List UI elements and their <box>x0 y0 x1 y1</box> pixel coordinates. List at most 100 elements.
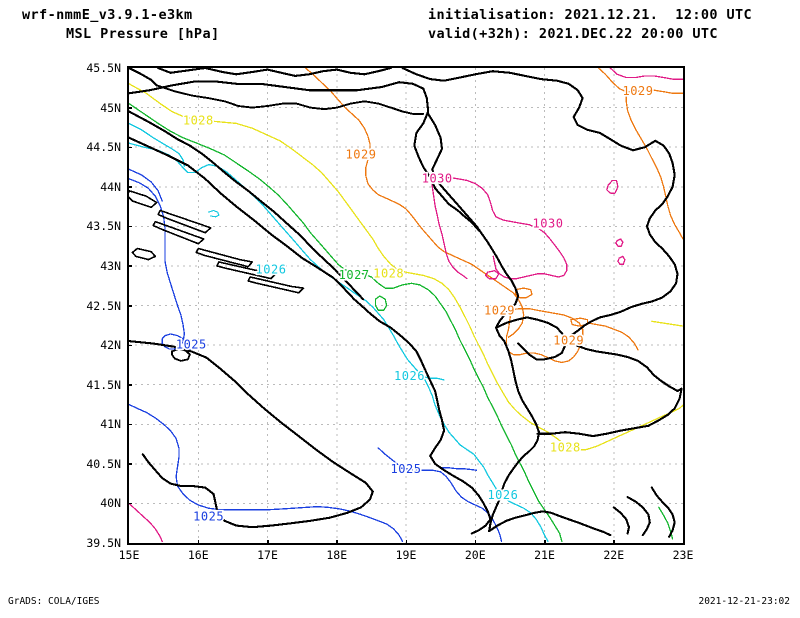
contour-label-halo: 1026 <box>487 488 518 502</box>
contour-1030-cell-d <box>484 270 500 280</box>
y-axis-label: 45N <box>100 100 121 115</box>
contour-label: 1025 <box>176 338 207 352</box>
contour-label: 1026 <box>394 369 425 383</box>
x-axis-tick <box>405 540 407 545</box>
y-axis-tick <box>127 225 132 228</box>
contour-1025-bottom <box>441 467 478 471</box>
coastline-istria <box>129 68 158 87</box>
y-axis-label: 39.5N <box>86 536 121 550</box>
x-axis-tick <box>474 540 477 545</box>
contour-1029-central <box>304 68 525 338</box>
x-axis-label: 19E <box>395 548 417 562</box>
border-bosnia-north <box>129 80 480 232</box>
contour-label-halo: 1028 <box>373 266 404 280</box>
contour-1029-east-lower <box>586 322 639 351</box>
chart-footer: GrADS: COLA/IGES 2021-12-21-23:02 <box>0 596 800 618</box>
contour-label: 1029 <box>484 304 515 318</box>
contour-label-halo: 1026 <box>394 369 425 383</box>
contour-1028-east <box>651 320 683 327</box>
x-axis-tick <box>267 540 269 545</box>
island-kornati <box>152 220 205 245</box>
y-axis-tick <box>127 107 132 109</box>
contour-1025-southeast <box>377 447 503 543</box>
x-axis-label: 17E <box>257 548 278 562</box>
y-axis-label: 41N <box>100 417 121 432</box>
contour-label-halo: 1030 <box>422 171 453 185</box>
x-axis-tick <box>197 540 200 545</box>
contour-label: 1026 <box>256 262 287 276</box>
contour-label-halo: 1028 <box>550 441 581 455</box>
x-axis-label: 23E <box>672 548 694 562</box>
contour-1029-east <box>625 91 683 240</box>
y-axis-label: 43N <box>100 258 121 273</box>
border-serbia-romania-bulgaria <box>401 68 679 343</box>
island-hvar <box>216 261 277 280</box>
contour-label: 1029 <box>553 334 584 348</box>
contour-label-halo: 1029 <box>484 304 515 318</box>
contour-labels-group: 1028102810291029102910291030103010301030… <box>174 83 654 525</box>
contour-1029-cell-a <box>514 287 533 299</box>
coastline-gargano <box>171 348 191 362</box>
island-dugi-otok <box>157 209 212 234</box>
contour-label-halo: 1030 <box>533 217 564 231</box>
model-title: wrf-nmmE_v3.9.1-e3km <box>22 7 193 23</box>
x-axis-tick <box>613 540 615 545</box>
border-kosovo <box>494 316 567 361</box>
x-axis-label: 16E <box>187 548 209 562</box>
y-axis-label: 45.5N <box>86 61 121 75</box>
y-axis-label: 41.5N <box>86 377 121 392</box>
grads-credit: GrADS: COLA/IGES <box>8 596 100 607</box>
contour-1026-north <box>129 122 186 167</box>
island-korcula <box>247 276 305 294</box>
y-axis-tick <box>127 502 132 505</box>
coastline-albania-west <box>368 312 492 535</box>
y-axis-tick <box>127 423 132 426</box>
contour-1030-northeast <box>609 68 683 80</box>
contour-1025-west <box>129 178 191 351</box>
chart-header: wrf-nmmE_v3.9.1-e3km MSL Pressure [hPa] … <box>0 0 800 56</box>
island-pag <box>129 189 158 209</box>
y-axis-label: 42N <box>100 338 121 353</box>
contour-1028-main <box>129 83 683 451</box>
render-timestamp: 2021-12-21-23:02 <box>698 596 790 607</box>
island-vis <box>131 247 157 261</box>
field-title: MSL Pressure [hPa] <box>66 26 220 42</box>
x-axis-tick <box>336 540 338 545</box>
contour-1026-islet <box>208 209 220 218</box>
contour-label-halo: 1029 <box>346 148 377 162</box>
contour-label: 1028 <box>550 441 581 455</box>
contour-label-halo: 1026 <box>256 262 287 276</box>
contour-1026-south <box>422 376 549 543</box>
contour-1026-main <box>129 142 445 381</box>
contour-label: 1025 <box>391 462 422 476</box>
contour-label: 1025 <box>193 509 224 523</box>
border-macedonia-bulgaria <box>562 340 683 393</box>
coastline-dalmatia-main <box>129 136 372 315</box>
coastline-pieria <box>626 496 651 537</box>
y-axis-label: 43.5N <box>86 219 121 234</box>
contour-1030-cell-c <box>617 255 626 265</box>
y-axis-tick <box>127 463 132 465</box>
contour-1030-southwest <box>129 502 163 543</box>
contour-label-halo: 1029 <box>553 334 584 348</box>
header-left-block: wrf-nmmE_v3.9.1-e3km MSL Pressure [hPa] <box>0 6 400 44</box>
contour-label-halo: 1025 <box>391 462 422 476</box>
contour-label: 1026 <box>487 488 518 502</box>
border-greece-macedonia <box>536 387 683 438</box>
contour-label-halo: 1029 <box>623 84 654 98</box>
contour-1030-west <box>431 176 468 280</box>
y-axis-tick <box>127 265 132 267</box>
contour-1030-cell-b <box>615 238 624 247</box>
border-croatia-bosnia <box>129 110 365 301</box>
contour-label: 1030 <box>533 217 564 231</box>
contour-label: 1030 <box>422 171 453 185</box>
x-axis-label: 22E <box>603 548 625 562</box>
x-axis-tick <box>544 540 546 545</box>
gridlines-group <box>129 68 683 543</box>
contour-canvas: 1028 1028 1029 1029 1029 1029 1030 1030 1030 1030… <box>129 68 683 543</box>
x-axis-label: 15E <box>118 548 140 562</box>
y-axis-label: 40.5N <box>86 456 121 471</box>
contour-1030-cell-a <box>606 179 619 194</box>
header-right-block: initialisation: 2021.12.21. 12:00 UTC va… <box>400 6 800 44</box>
contour-1025-nw <box>129 168 163 202</box>
